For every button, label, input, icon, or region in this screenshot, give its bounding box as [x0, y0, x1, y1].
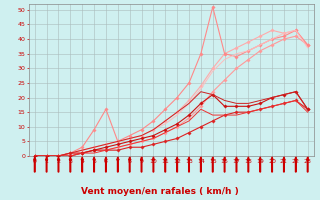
Text: Vent moyen/en rafales ( km/h ): Vent moyen/en rafales ( km/h )	[81, 187, 239, 196]
